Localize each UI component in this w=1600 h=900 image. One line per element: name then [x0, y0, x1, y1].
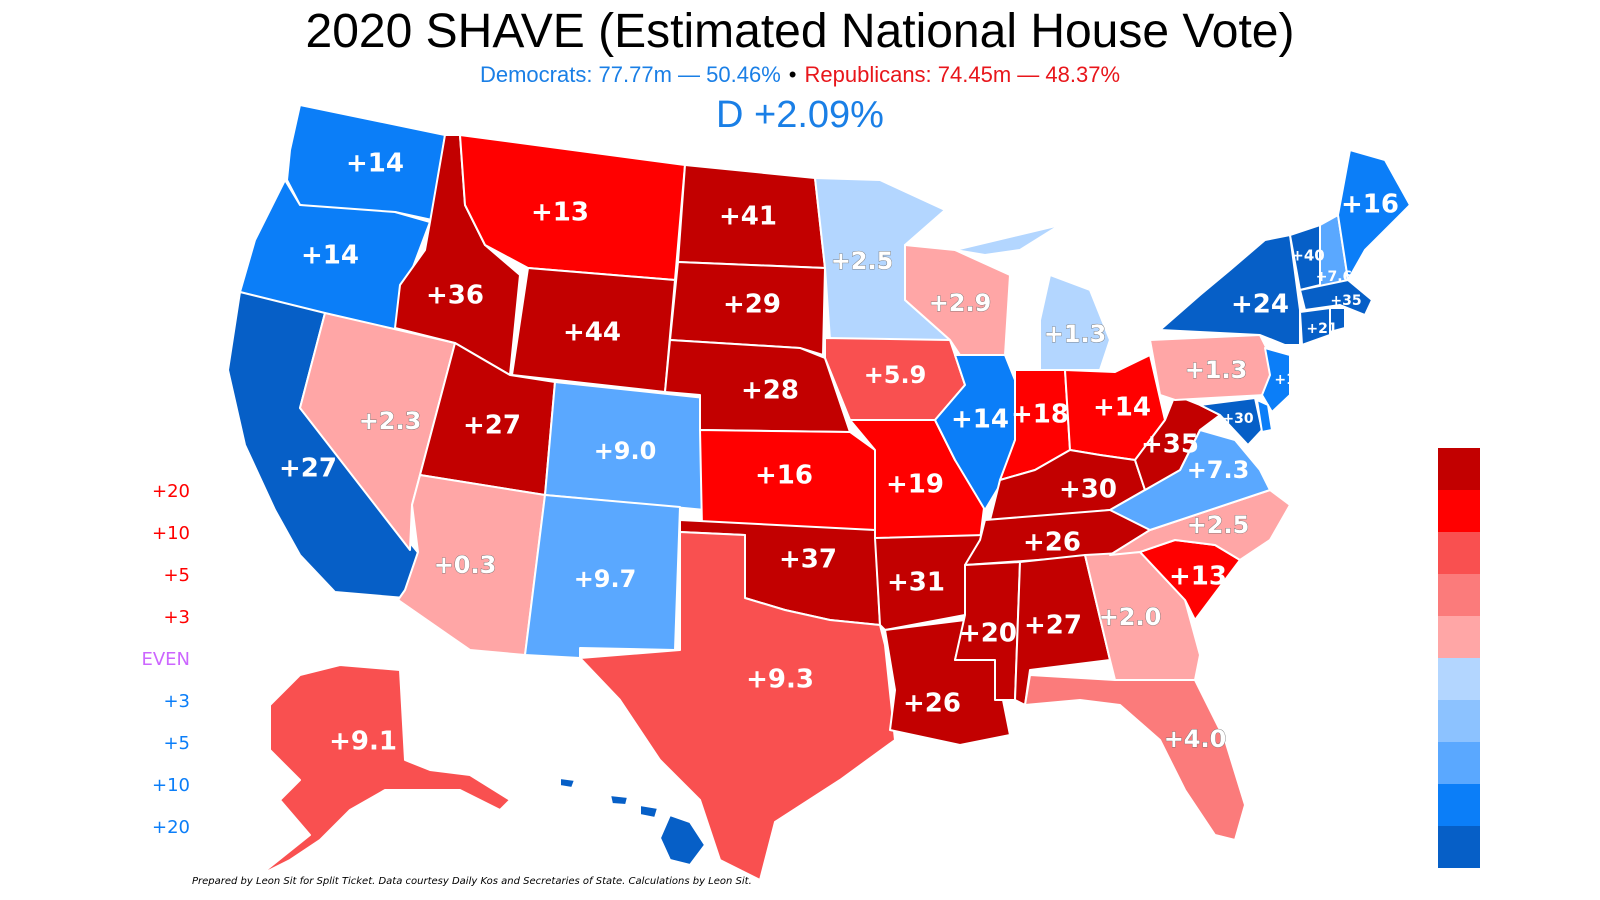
state-label-RI: +24	[1352, 326, 1383, 342]
state-label-IA: +5.9	[864, 361, 927, 389]
state-NM[interactable]	[524, 494, 681, 659]
legend-label: +5	[163, 565, 190, 586]
state-label-ND: +41	[719, 202, 777, 232]
state-RI[interactable]	[1329, 307, 1346, 333]
state-HI[interactable]	[559, 777, 706, 866]
state-label-NM: +9.7	[574, 565, 637, 593]
state-label-AK: +9.1	[329, 727, 397, 757]
democrat-total: Democrats: 77.77m — 50.46%	[479, 62, 781, 87]
legend-scale	[1438, 448, 1480, 868]
state-label-FL: +4.0	[1164, 725, 1227, 753]
state-AR[interactable]	[874, 534, 986, 631]
state-label-WV: +35	[1141, 430, 1199, 460]
legend-swatch	[1438, 574, 1480, 616]
state-label-IL: +14	[951, 405, 1009, 435]
legend-swatch	[1438, 700, 1480, 742]
state-label-HI: +38	[603, 833, 657, 861]
state-label-MS: +20	[959, 619, 1017, 649]
state-NJ[interactable]	[1261, 347, 1291, 413]
source-credit: Prepared by Leon Sit for Split Ticket. D…	[192, 876, 752, 887]
state-CT[interactable]	[1299, 307, 1331, 346]
state-label-OK: +37	[779, 545, 837, 575]
legend-label: +3	[163, 691, 190, 712]
legend-label: +10	[152, 523, 190, 544]
map-title: 2020 SHAVE (Estimated National House Vot…	[305, 5, 1295, 58]
state-MI[interactable]	[954, 224, 1111, 371]
state-TX[interactable]	[579, 531, 896, 881]
legend-swatch	[1438, 658, 1480, 700]
state-label-NV: +2.3	[359, 407, 422, 435]
state-label-AZ: +0.3	[434, 551, 497, 579]
separator-dot: •	[788, 62, 797, 87]
state-label-OH: +14	[1093, 393, 1151, 423]
state-label-DE: +17	[1274, 414, 1305, 430]
legend-label: +20	[152, 817, 190, 838]
state-label-NJ: +16	[1274, 372, 1305, 388]
state-label-AL: +27	[1024, 611, 1082, 641]
state-label-IN: +18	[1011, 400, 1069, 430]
state-label-ID: +36	[426, 281, 484, 311]
legend-label: +10	[152, 775, 190, 796]
legend-label: EVEN	[141, 649, 190, 670]
state-margin-labels: +14 +14 +27 +2.3 +36 +13 +44 +27 +0.3 +9.0 +9.7 +41…	[279, 149, 1399, 862]
state-FL[interactable]	[1024, 674, 1246, 841]
republican-total: Republicans: 74.45m — 48.37%	[804, 62, 1121, 87]
state-label-KY: +30	[1059, 475, 1117, 505]
state-DE[interactable]	[1256, 399, 1273, 433]
legend-swatch	[1438, 826, 1480, 868]
legend-label: +20	[152, 481, 190, 502]
state-label-MD: +30	[1222, 411, 1253, 427]
state-label-CT: +21	[1306, 321, 1337, 337]
state-label-PA: +1.3	[1185, 356, 1248, 384]
state-label-VA: +7.3	[1187, 456, 1250, 484]
national-margin: D +2.09%	[716, 94, 884, 136]
state-label-MN: +2.5	[831, 247, 894, 275]
state-label-MI: +1.3	[1044, 320, 1107, 348]
legend-swatch	[1438, 532, 1480, 574]
legend-swatch	[1438, 616, 1480, 658]
legend-swatch	[1438, 784, 1480, 826]
state-label-WY: +44	[563, 318, 621, 348]
state-label-MT: +13	[531, 198, 589, 228]
state-label-MA: +35	[1330, 293, 1361, 309]
legend-label: +3	[163, 607, 190, 628]
state-label-NC: +2.5	[1187, 511, 1250, 539]
vote-totals: Democrats: 77.77m — 50.46% • Republicans: …	[0, 62, 1600, 88]
state-label-KS: +16	[755, 461, 813, 491]
state-label-TN: +26	[1023, 528, 1081, 558]
state-label-OR: +14	[301, 241, 359, 271]
state-MA[interactable]	[1299, 279, 1373, 316]
legend-swatch	[1438, 490, 1480, 532]
state-label-ME: +16	[1341, 190, 1399, 220]
state-label-SC: +13	[1169, 562, 1227, 592]
state-label-NE: +28	[741, 376, 799, 406]
state-NY[interactable]	[1159, 234, 1301, 346]
state-label-CO: +9.0	[594, 437, 657, 465]
legend-swatch	[1438, 742, 1480, 784]
legend-label: +5	[163, 733, 190, 754]
state-SD[interactable]	[669, 261, 826, 356]
state-label-AR: +31	[887, 568, 945, 598]
state-MD[interactable]	[1199, 397, 1263, 446]
state-label-CA: +27	[279, 454, 337, 484]
state-label-SD: +29	[723, 290, 781, 320]
state-label-NY: +24	[1231, 290, 1289, 320]
state-label-MO: +19	[886, 470, 944, 500]
state-IL[interactable]	[934, 354, 1016, 511]
state-label-VT: +40	[1291, 247, 1324, 265]
state-AK[interactable]	[259, 664, 511, 876]
state-label-TX: +9.3	[746, 665, 814, 695]
state-label-UT: +27	[463, 411, 521, 441]
state-label-NH: +7.6	[1316, 269, 1353, 285]
state-label-WA: +14	[346, 149, 404, 179]
state-label-WI: +2.9	[929, 289, 992, 317]
legend-swatch	[1438, 448, 1480, 490]
state-label-GA: +2.0	[1099, 603, 1162, 631]
state-label-LA: +26	[903, 689, 961, 719]
